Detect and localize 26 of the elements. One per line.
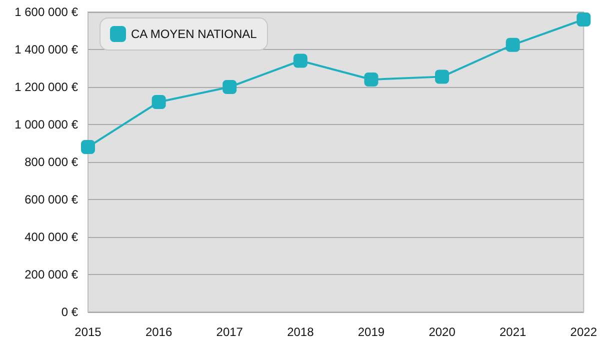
y-tick-label: 1 000 000 € <box>14 118 78 132</box>
y-tick-label: 400 000 € <box>24 230 78 244</box>
point <box>293 54 308 68</box>
y-tick-label: 1 400 000 € <box>14 42 78 56</box>
x-tick-label: 2015 <box>74 325 102 339</box>
legend-label: CA MOYEN NATIONAL <box>131 27 258 41</box>
point <box>435 70 450 84</box>
y-tick-label: 1 600 000 € <box>14 5 78 19</box>
x-tick-label: 2022 <box>570 325 598 339</box>
x-tick-label: 2017 <box>216 325 244 339</box>
y-tick-label: 1 200 000 € <box>14 80 78 94</box>
point <box>152 95 166 109</box>
x-tick-label: 2016 <box>145 325 172 339</box>
y-tick-label: 200 000 € <box>24 268 78 282</box>
y-tick-label: 0 € <box>61 305 78 319</box>
point <box>364 72 378 86</box>
y-tick-label: 800 000 € <box>24 155 78 169</box>
point <box>222 80 237 94</box>
y-tick-label: 600 000 € <box>24 192 78 206</box>
x-tick-label: 2020 <box>428 325 456 339</box>
x-tick-label: 2021 <box>499 325 527 339</box>
point <box>81 140 95 154</box>
x-tick-label: 2019 <box>358 325 385 339</box>
point <box>506 38 520 52</box>
point <box>576 12 591 26</box>
x-tick-label: 2018 <box>287 325 314 339</box>
